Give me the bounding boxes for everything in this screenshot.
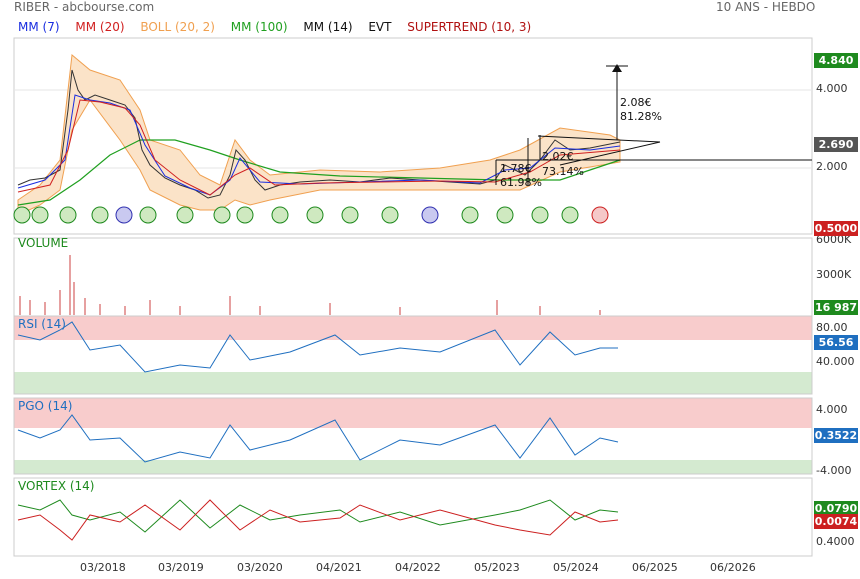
badge-vortex-plus: 0.0790 <box>814 501 858 516</box>
mm7-line <box>17 94 621 196</box>
badge-price-high: 4.840 <box>814 53 858 68</box>
x-tick: 06/2025 <box>632 561 678 574</box>
x-tick: 03/2020 <box>237 561 283 574</box>
pgo-tick-neg4: -4.000 <box>816 464 852 477</box>
annotation-move2-value: 2.02€ <box>542 150 574 163</box>
legend-mm100[interactable]: MM (100) <box>230 20 288 34</box>
pgo-tick-4: 4.000 <box>816 403 848 416</box>
annotation-gain-pct: 81.28% <box>620 110 662 123</box>
badge-rsi: 56.56 <box>814 335 858 350</box>
x-tick: 03/2018 <box>80 561 126 574</box>
pgo-title: PGO (14) <box>18 399 73 413</box>
badge-pgo: 0.3522 <box>814 428 858 443</box>
x-tick: 06/2026 <box>710 561 756 574</box>
pgo-high-zone <box>14 398 812 428</box>
pgo-line <box>17 414 619 463</box>
pgo-low-zone <box>14 460 812 474</box>
legend-evt[interactable]: EVT <box>368 20 392 34</box>
triangle-top <box>537 135 661 143</box>
vortex-title: VORTEX (14) <box>18 479 95 493</box>
vortex-plus-line <box>17 499 619 533</box>
projection-arrowhead <box>612 64 622 72</box>
volume-panel-frame <box>13 237 813 317</box>
badge-volume: 16 987 <box>814 300 858 315</box>
x-tick: 03/2019 <box>158 561 204 574</box>
legend-boll[interactable]: BOLL (20, 2) <box>140 20 215 34</box>
rsi-panel-frame <box>13 315 813 395</box>
x-tick: 05/2024 <box>553 561 599 574</box>
annotation-gain-value: 2.08€ <box>620 96 652 109</box>
vortex-minus-line <box>17 499 619 541</box>
triangle-bottom <box>559 141 661 166</box>
legend-mm14[interactable]: MM (14) <box>303 20 353 34</box>
legend-mm7[interactable]: MM (7) <box>18 20 60 34</box>
volume-bars <box>19 255 601 315</box>
annotation-move1-value: 1.78€ <box>500 162 532 175</box>
rsi-tick-80: 80.00 <box>816 321 848 334</box>
vortex-panel-frame <box>13 477 813 557</box>
event-markers <box>13 206 609 224</box>
badge-vortex-minus: 0.0074 <box>814 514 858 529</box>
period-label: 10 ANS - HEBDO <box>716 0 816 14</box>
rsi-line <box>17 321 618 373</box>
vortex-tick: 0.4000 <box>816 535 855 548</box>
annotation-move1-pct: 61.98% <box>500 176 542 189</box>
price-panel-frame <box>13 37 813 235</box>
rsi-overbought-zone <box>14 316 812 340</box>
volume-tick-6000: 6000K <box>816 233 852 246</box>
rsi-oversold-zone <box>14 372 812 394</box>
legend-mm20[interactable]: MM (20) <box>75 20 125 34</box>
badge-price-last: 2.690 <box>814 137 858 152</box>
pgo-panel-frame <box>13 397 813 475</box>
mm20-line <box>17 99 621 196</box>
rsi-tick-40: 40.000 <box>816 355 855 368</box>
bollinger-band <box>17 54 621 216</box>
volume-title: VOLUME <box>18 236 69 250</box>
rsi-title: RSI (14) <box>18 317 66 331</box>
x-tick: 05/2023 <box>474 561 520 574</box>
legend-supertrend[interactable]: SUPERTREND (10, 3) <box>407 20 532 34</box>
chart-title: RIBER - abcbourse.com <box>14 0 155 14</box>
price-tick-4: 4.000 <box>816 82 848 95</box>
x-tick: 04/2022 <box>395 561 441 574</box>
x-tick: 04/2021 <box>316 561 362 574</box>
volume-tick-3000: 3000K <box>816 268 852 281</box>
indicator-legend: MM (7) MM (20) BOLL (20, 2) MM (100) MM … <box>18 20 543 34</box>
price-tick-2: 2.000 <box>816 160 848 173</box>
annotation-move2-pct: 73.14% <box>542 165 584 178</box>
badge-price-low: 0.5000 <box>814 221 858 236</box>
